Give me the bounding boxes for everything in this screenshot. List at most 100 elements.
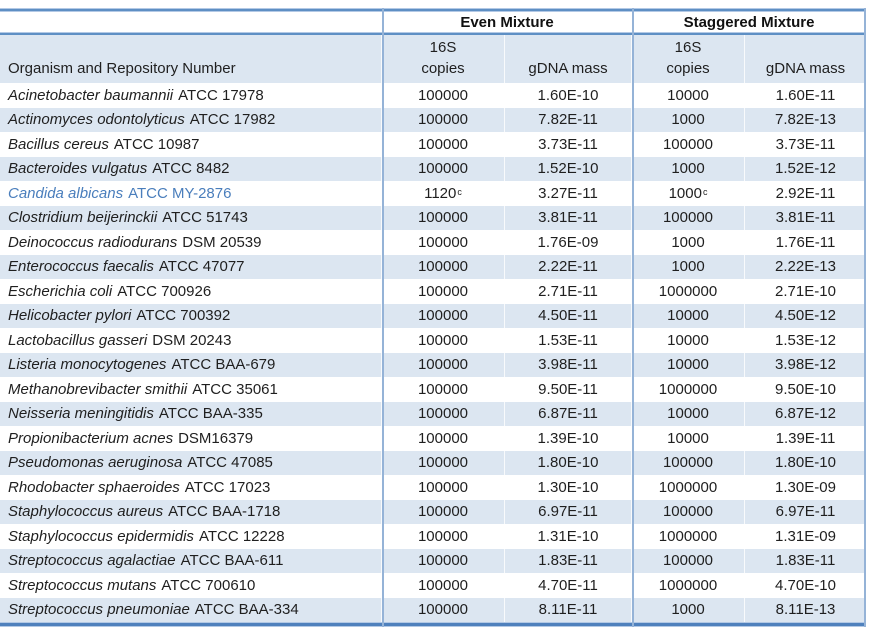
table-row: Listeria monocytogenes ATCC BAA-679 100000… <box>0 352 866 377</box>
table-row: Escherichia coli ATCC 700926 100000 2.71E-1… <box>0 279 866 304</box>
staggered-16s-copies-cell: 10000 <box>632 426 745 451</box>
staggered-gdna-mass-cell: 1.53E-12 <box>775 331 836 349</box>
staggered-16s-copies-cell: 1000 <box>632 107 745 132</box>
organism-name: Staphylococcus epidermidis <box>8 527 194 545</box>
even-gdna-mass-cell: 1.76E-09 <box>505 230 632 255</box>
organism-name: Methanobrevibacter smithii <box>8 380 188 398</box>
column-header-staggered-gdna-mass: gDNA mass <box>745 35 866 83</box>
vertical-border-even-section <box>382 8 384 627</box>
organism-name: Staphylococcus aureus <box>8 503 164 521</box>
even-gdna-mass-cell: 3.27E-11 <box>505 181 632 206</box>
organism-cell: Streptococcus mutans ATCC 700610 <box>0 573 382 598</box>
organism-cell: Clostridium beijerinckii ATCC 51743 <box>0 205 382 230</box>
repository-number: ATCC 47077 <box>158 258 245 276</box>
even-gdna-mass-cell: 1.52E-10 <box>505 156 632 181</box>
even-gdna-mass-cell: 4.50E-11 <box>505 303 632 328</box>
gdna-label: gDNA mass <box>528 60 608 77</box>
table-row: Acinetobacter baumannii ATCC 17978 100000 1… <box>0 83 866 108</box>
table-row: Rhodobacter sphaeroides ATCC 17023 100000 1… <box>0 475 866 500</box>
even-16s-copies-cell: 100000 <box>382 279 505 304</box>
staggered-gdna-mass-cell: 1.80E-10 <box>775 454 836 472</box>
table-row: Enterococcus faecalis ATCC 47077 100000 2.2… <box>0 254 866 279</box>
table-row: Methanobrevibacter smithii ATCC 35061 1000… <box>0 377 866 402</box>
staggered-gdna-mass-cell: 1.31E-09 <box>775 527 836 545</box>
staggered-gdna-mass-cell: 1.39E-11 <box>775 429 836 447</box>
even-gdna-mass-cell: 1.39E-10 <box>505 426 632 451</box>
even-16s-copies-cell: 1120 c <box>382 181 505 206</box>
staggered-16s-copies-cell: 100000 <box>632 132 745 157</box>
repository-number: ATCC 700926 <box>117 282 212 300</box>
table-row: Neisseria meningitidis ATCC BAA-335 100000… <box>0 401 866 426</box>
repository-number: ATCC MY-2876 <box>128 184 232 202</box>
organism-name: Clostridium beijerinckii <box>8 209 158 227</box>
staggered-gdna-mass-cell: 8.11E-13 <box>775 601 836 619</box>
even-16s-copies-cell: 100000 <box>382 352 505 377</box>
repository-number: ATCC 700392 <box>136 307 231 325</box>
even-gdna-mass-cell: 1.80E-10 <box>505 450 632 475</box>
table-row: Clostridium beijerinckii ATCC 51743 100000… <box>0 205 866 230</box>
repository-number: ATCC BAA-1718 <box>168 503 281 521</box>
organism-column-label: Organism and Repository Number <box>8 60 236 77</box>
staggered-16s-copies-cell: 1000 c <box>632 181 745 206</box>
even-gdna-mass-cell: 3.73E-11 <box>505 132 632 157</box>
even-16s-copies-cell: 100000 <box>382 524 505 549</box>
staggered-16s-copies-cell: 1000 <box>632 254 745 279</box>
even-16s-copies-cell: 100000 <box>382 328 505 353</box>
header-divider-border <box>0 32 866 35</box>
staggered-gdna-mass-cell: 7.82E-13 <box>775 111 836 129</box>
staggered-16s-copies-cell: 100000 <box>632 548 745 573</box>
repository-number: ATCC 17982 <box>189 111 276 129</box>
group-header-even-mixture: Even Mixture <box>460 13 554 31</box>
organism-name: Pseudomonas aeruginosa <box>8 454 183 472</box>
table-row: Staphylococcus aureus ATCC BAA-1718 100000… <box>0 499 866 524</box>
table-row: Bacteroides vulgatus ATCC 8482 100000 1.52E… <box>0 156 866 181</box>
copies-label-line2: copies <box>421 60 465 77</box>
organism-name: Streptococcus mutans <box>8 576 157 594</box>
column-header-even-gdna-mass: gDNA mass <box>505 35 632 83</box>
organism-cell: Actinomyces odontolyticus ATCC 17982 <box>0 107 382 132</box>
repository-number: ATCC BAA-611 <box>180 552 284 570</box>
gdna-label: gDNA mass <box>765 60 846 77</box>
group-header-staggered-mixture: Staggered Mixture <box>683 13 815 31</box>
organism-table: Even Mixture Staggered Mixture Organism … <box>0 8 866 627</box>
table-row: Helicobacter pylori ATCC 700392 100000 4.50… <box>0 303 866 328</box>
even-16s-copies-cell: 100000 <box>382 426 505 451</box>
organism-cell: Lactobacillus gasseri DSM 20243 <box>0 328 382 353</box>
table-row: Lactobacillus gasseri DSM 20243 100000 1.53… <box>0 328 866 353</box>
staggered-16s-copies-cell: 1000000 <box>632 573 745 598</box>
column-header-staggered-16s-copies: 16S copies <box>632 35 745 83</box>
column-header-row: Organism and Repository Number 16S copie… <box>0 35 866 83</box>
staggered-16s-copies-cell: 10000 <box>632 83 745 108</box>
organism-cell: Helicobacter pylori ATCC 700392 <box>0 303 382 328</box>
even-16s-copies-cell: 100000 <box>382 573 505 598</box>
repository-number: ATCC 35061 <box>192 380 278 398</box>
staggered-16s-copies-cell: 1000000 <box>632 377 745 402</box>
staggered-16s-copies-cell: 100000 <box>632 205 745 230</box>
table-row: Streptococcus mutans ATCC 700610 100000 4.7… <box>0 573 866 598</box>
organism-name: Escherichia coli <box>8 282 113 300</box>
copies-label-line1: 16S <box>429 39 457 56</box>
table-row: Propionibacterium acnes DSM16379 100000 1.3… <box>0 426 866 451</box>
repository-number: ATCC 10987 <box>113 135 200 153</box>
staggered-16s-copies-cell: 100000 <box>632 499 745 524</box>
organism-name: Helicobacter pylori <box>8 307 132 325</box>
even-16s-copies-cell: 100000 <box>382 132 505 157</box>
organism-name: Bacillus cereus <box>8 135 109 153</box>
staggered-gdna-mass-cell: 1.30E-09 <box>775 478 836 496</box>
staggered-gdna-mass-cell: 2.71E-10 <box>775 282 836 300</box>
even-16s-copies-cell: 100000 <box>382 156 505 181</box>
repository-number: ATCC BAA-335 <box>158 405 263 423</box>
organism-name: Lactobacillus gasseri <box>8 331 148 349</box>
organism-cell: Escherichia coli ATCC 700926 <box>0 279 382 304</box>
staggered-16s-copies-cell: 1000000 <box>632 524 745 549</box>
organism-name: Enterococcus faecalis <box>8 258 154 276</box>
even-gdna-mass-cell: 6.97E-11 <box>505 499 632 524</box>
table-top-border <box>0 8 866 12</box>
repository-number: ATCC 8482 <box>152 160 230 178</box>
table-body: Acinetobacter baumannii ATCC 17978 100000 1… <box>0 83 866 622</box>
organism-name: Propionibacterium acnes <box>8 429 174 447</box>
organism-cell: Deinococcus radiodurans DSM 20539 <box>0 230 382 255</box>
even-gdna-mass-cell: 4.70E-11 <box>505 573 632 598</box>
vertical-border-right-edge <box>864 8 866 627</box>
organism-cell: Propionibacterium acnes DSM16379 <box>0 426 382 451</box>
